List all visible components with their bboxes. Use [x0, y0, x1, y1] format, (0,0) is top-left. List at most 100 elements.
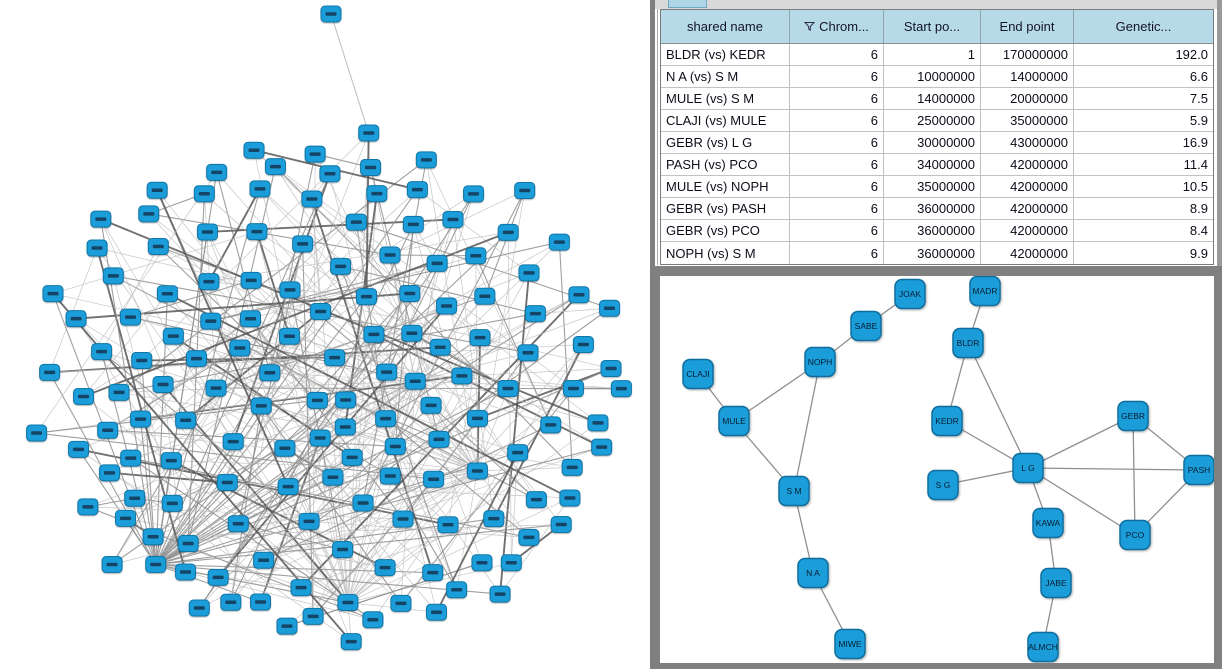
network-edge — [204, 193, 416, 382]
network-node[interactable] — [1117, 400, 1149, 432]
node-label — [129, 496, 141, 500]
network-edge[interactable] — [967, 342, 1029, 469]
network-edge — [370, 167, 440, 440]
table-row[interactable]: MULE (vs) S M 6 14000000 20000000 7.5 — [661, 88, 1213, 110]
network-node[interactable] — [969, 275, 1001, 307]
node-label — [205, 319, 217, 323]
funnel-icon[interactable] — [804, 21, 816, 32]
network-node[interactable] — [718, 405, 750, 437]
node-label — [409, 379, 421, 384]
network-edge — [96, 247, 187, 573]
node-label — [193, 606, 205, 610]
overview-network-svg[interactable] — [0, 0, 650, 669]
column-header-label: Start po... — [903, 19, 961, 34]
table-cell: 8.4 — [1189, 223, 1208, 238]
network-edge — [230, 224, 414, 603]
network-node[interactable] — [1040, 567, 1072, 599]
network-edge — [347, 497, 571, 603]
column-header-shared-name[interactable]: shared name — [661, 10, 790, 43]
node-label — [456, 374, 468, 378]
node-label — [309, 152, 321, 156]
panel-tab[interactable] — [668, 0, 707, 8]
network-node[interactable] — [894, 278, 926, 310]
node-label — [212, 575, 224, 580]
column-header-end-point[interactable]: End point — [981, 10, 1074, 43]
network-edge — [253, 150, 349, 603]
table-cell: 35000000 — [981, 110, 1074, 131]
node-label — [161, 291, 173, 296]
network-edge[interactable] — [1027, 467, 1136, 536]
node-label — [203, 279, 215, 284]
column-header-chromosome[interactable]: Chrom... — [790, 10, 884, 43]
node-label — [357, 501, 369, 505]
network-edge[interactable] — [1027, 415, 1134, 469]
table-cell: N A (vs) S M — [661, 66, 790, 87]
network-edge — [330, 13, 370, 134]
node-label — [284, 288, 296, 292]
table-row[interactable]: BLDR (vs) KEDR 6 1 170000000 192.0 — [661, 44, 1213, 66]
table-left-edge — [657, 9, 658, 265]
network-edge[interactable] — [1027, 467, 1200, 471]
column-header-start-position[interactable]: Start po... — [884, 10, 981, 43]
panel-divider[interactable] — [650, 0, 655, 669]
node-label — [555, 522, 567, 527]
table-row[interactable]: PASH (vs) PCO 6 34000000 42000000 11.4 — [661, 154, 1213, 176]
node-label — [573, 292, 585, 297]
network-node[interactable] — [1119, 519, 1151, 551]
table-row[interactable]: GEBR (vs) PCO 6 36000000 42000000 8.4 — [661, 220, 1213, 242]
node-label — [442, 522, 454, 527]
network-node[interactable] — [682, 358, 714, 390]
network-edge[interactable] — [793, 361, 821, 492]
node-label — [167, 334, 179, 338]
node-label — [380, 416, 392, 421]
table-cell: 30000000 — [884, 132, 981, 153]
node-label — [306, 197, 318, 201]
table-row[interactable]: GEBR (vs) L G 6 30000000 43000000 16.9 — [661, 132, 1213, 154]
node-label — [232, 521, 244, 526]
detail-network-panel: JOAK MADR SABE BLDR NOPH CLAJI MULE KEDR GEBR L G… — [655, 266, 1222, 669]
network-node[interactable] — [1012, 452, 1044, 484]
network-edge — [152, 457, 353, 538]
network-node[interactable] — [778, 475, 810, 507]
network-edge — [261, 241, 560, 407]
table-row[interactable]: N A (vs) S M 6 10000000 14000000 6.6 — [661, 66, 1213, 88]
network-node[interactable] — [931, 405, 963, 437]
table-cell: MULE (vs) S M — [661, 88, 790, 109]
node-label — [227, 439, 239, 444]
network-edge — [112, 470, 478, 565]
network-node[interactable] — [804, 346, 836, 378]
network-edge — [156, 189, 290, 488]
network-edge — [356, 221, 478, 472]
table-row[interactable]: MULE (vs) NOPH 6 35000000 42000000 10.5 — [661, 176, 1213, 198]
network-edge — [155, 296, 367, 565]
node-label — [314, 436, 326, 440]
table-cell: GEBR (vs) PCO — [661, 220, 790, 241]
network-edge — [370, 167, 416, 382]
network-node[interactable] — [952, 327, 984, 359]
network-edge[interactable] — [1132, 415, 1136, 536]
network-edge — [109, 189, 418, 474]
node-label — [125, 315, 137, 319]
node-label — [182, 541, 194, 546]
table-cell: 6 — [790, 132, 884, 153]
network-node[interactable] — [1183, 454, 1215, 486]
node-label — [210, 386, 222, 390]
node-label — [136, 358, 148, 363]
node-label — [360, 294, 372, 299]
table-row[interactable]: GEBR (vs) PASH 6 36000000 42000000 8.9 — [661, 198, 1213, 220]
column-header-genetic[interactable]: Genetic... — [1074, 10, 1213, 43]
network-edge — [96, 247, 349, 603]
network-node[interactable] — [1027, 631, 1059, 663]
node-label — [474, 335, 486, 340]
network-node[interactable] — [834, 628, 866, 660]
table-row[interactable]: NOPH (vs) S M 6 36000000 42000000 9.9 — [661, 242, 1213, 264]
table-row[interactable]: CLAJI (vs) MULE 6 25000000 35000000 5.9 — [661, 110, 1213, 132]
table-cell: 6 — [790, 242, 884, 264]
network-node[interactable] — [927, 469, 959, 501]
network-node[interactable] — [797, 557, 829, 589]
network-node[interactable] — [1032, 507, 1064, 539]
network-node[interactable] — [850, 310, 882, 342]
node-label — [107, 274, 119, 278]
network-edge — [286, 470, 478, 627]
